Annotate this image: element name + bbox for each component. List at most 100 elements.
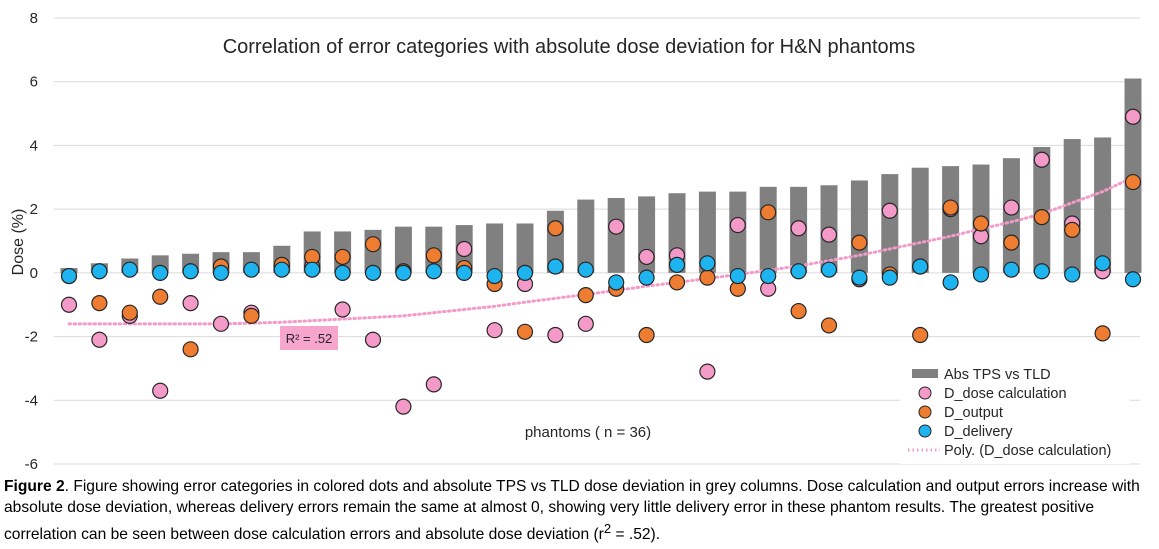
dot-dose-calculation (1003, 199, 1020, 216)
bar-abs-tps-vs-tld (486, 223, 504, 273)
trendline-group (67, 175, 1135, 326)
dot-delivery (1064, 266, 1081, 283)
legend-label-trendline: Poly. (D_dose calculation) (944, 443, 1111, 459)
dot-dose-calculation (395, 398, 412, 415)
dot-output (121, 304, 138, 321)
dot-delivery (152, 264, 169, 281)
chart-area: -6 -4 -2 0 2 4 6 8 Correlation of error categor… (10, 10, 1142, 473)
dot-dose-calculation (577, 315, 594, 332)
dot-delivery (790, 263, 807, 280)
r2-box (280, 326, 338, 350)
dot-delivery (820, 261, 838, 278)
dot-delivery (942, 274, 959, 291)
dot-delivery (1094, 255, 1111, 272)
dot-delivery (1124, 271, 1142, 288)
bar-abs-tps-vs-tld (759, 186, 777, 273)
dot-dose-calculation (790, 220, 807, 237)
dot-delivery (912, 258, 929, 275)
dot-delivery (668, 256, 686, 273)
legend-swatch-output (918, 405, 932, 419)
figure-caption: Figure 2. Figure showing error categorie… (4, 476, 1154, 545)
dot-delivery (243, 261, 260, 278)
dot-output (668, 274, 686, 291)
legend-swatch-delivery (918, 424, 932, 438)
bar-abs-tps-vs-tld (577, 199, 595, 273)
dot-delivery (395, 264, 412, 281)
dot-delivery (516, 264, 534, 281)
dot-dose-calculation (91, 331, 108, 348)
dot-dose-calculation (608, 218, 625, 235)
dot-dose-calculation (1033, 151, 1050, 168)
dot-delivery (91, 263, 108, 280)
dot-delivery (729, 267, 746, 285)
legend: Abs TPS vs TLD D_dose calculation D_outp… (900, 364, 1130, 464)
y-tick-label: 8 (30, 10, 38, 27)
y-axis-ticks: -6 -4 -2 0 2 4 6 8 (25, 10, 38, 473)
dot-delivery (121, 261, 138, 278)
dot-delivery (699, 255, 716, 272)
dot-dose-calculation (820, 226, 838, 243)
dot-output (851, 234, 868, 251)
dot-delivery (851, 269, 868, 286)
dot-output (1094, 325, 1111, 342)
dot-dose-calculation (456, 240, 473, 258)
x-axis-label: phantoms ( n = 36) (525, 424, 651, 441)
dot-output (425, 247, 442, 264)
dot-output (334, 248, 351, 266)
r2-label: R² = .52 (280, 326, 338, 350)
dot-delivery (547, 258, 564, 275)
dot-dose-calculation (152, 382, 169, 399)
legend-swatch-bars (912, 369, 938, 378)
dot-dose-calculation (486, 322, 503, 339)
caption-label: Figure 2 (4, 478, 65, 495)
dot-dose-calculation (364, 331, 382, 348)
dot-dose-calculation (729, 216, 746, 234)
y-tick-label: 2 (30, 201, 38, 218)
bar-abs-tps-vs-tld (911, 167, 929, 273)
dot-delivery (1003, 261, 1020, 278)
bar-abs-tps-vs-tld (516, 223, 534, 273)
dot-output (820, 317, 838, 334)
chart-title: Correlation of error categories with abs… (223, 36, 916, 58)
y-tick-label: -2 (25, 329, 38, 346)
dot-delivery (364, 264, 382, 281)
bar-abs-tps-vs-tld (881, 174, 899, 273)
dot-delivery (60, 267, 78, 285)
legend-box (900, 364, 1130, 464)
bar-abs-tps-vs-tld (1063, 139, 1081, 273)
dot-output (364, 236, 382, 253)
dot-output (790, 302, 807, 320)
legend-label-bars: Abs TPS vs TLD (944, 367, 1051, 383)
bar-abs-tps-vs-tld (942, 166, 960, 273)
dot-output (699, 269, 716, 286)
dot-output (972, 215, 990, 232)
dot-output (577, 287, 594, 304)
dot-dose-calculation (547, 326, 564, 344)
dot-dose-calculation (699, 363, 716, 380)
dot-dose-calculation (212, 315, 230, 332)
dot-delivery (273, 261, 290, 278)
dot-delivery (972, 266, 990, 283)
dot-delivery (486, 267, 503, 285)
legend-swatch-dose-calc (918, 386, 932, 400)
dot-dose-calculation (881, 202, 898, 219)
y-axis-label: Dose (%) (10, 209, 27, 276)
bar-abs-tps-vs-tld (1094, 137, 1112, 273)
dot-output (760, 204, 777, 221)
legend-label-dose-calc: D_dose calculation (944, 386, 1067, 402)
dot-dose-calculation (1124, 108, 1142, 125)
caption-text: . Figure showing error categories in col… (4, 478, 1140, 544)
dot-delivery (182, 263, 199, 280)
dot-dose-calculation (334, 301, 351, 318)
caption-tail: = .52). (611, 526, 661, 544)
dot-output (243, 307, 260, 324)
y-tick-label: -4 (25, 392, 38, 409)
dot-delivery (1033, 263, 1050, 280)
y-tick-label: 4 (30, 137, 38, 154)
bar-abs-tps-vs-tld (607, 197, 625, 273)
bar-abs-tps-vs-tld (394, 226, 412, 273)
dot-output (182, 341, 199, 358)
dot-series (60, 108, 1142, 415)
dot-delivery (608, 274, 625, 291)
dot-output (1033, 209, 1050, 226)
